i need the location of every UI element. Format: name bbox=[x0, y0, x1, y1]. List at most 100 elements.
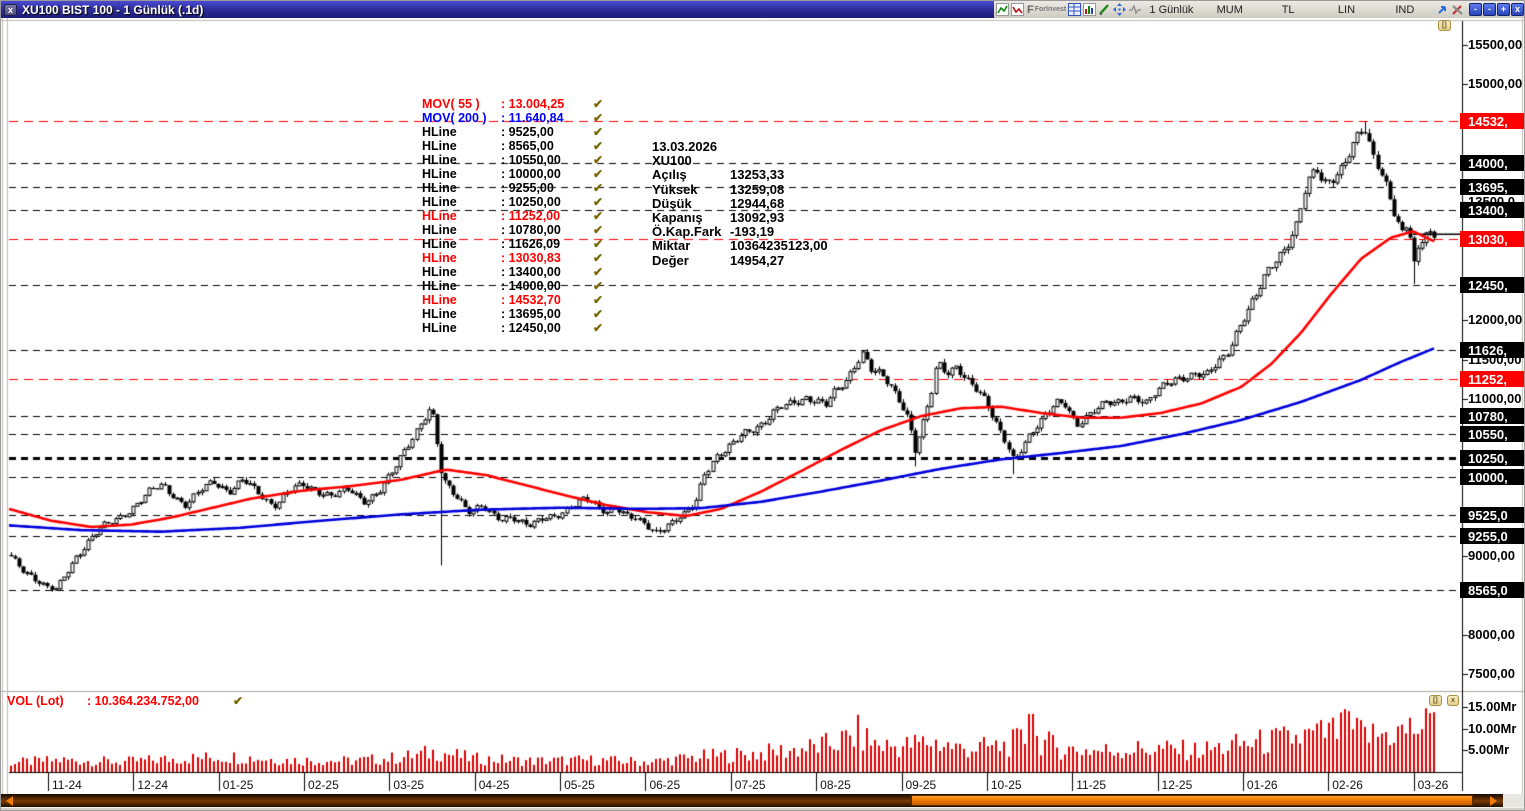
chart-green-icon[interactable] bbox=[996, 3, 1009, 16]
legend-check-icon[interactable]: ✔ bbox=[593, 181, 604, 195]
price-axis-highlight-label: 10000, bbox=[1460, 469, 1524, 486]
legend-check-icon[interactable]: ✔ bbox=[593, 195, 604, 209]
legend-check-icon[interactable]: ✔ bbox=[593, 237, 604, 251]
price-axis-highlight-label: 13695, bbox=[1460, 178, 1524, 195]
legend-row[interactable]: MOV( 200 ): 11.640,84 ✔ bbox=[422, 111, 603, 125]
chart-type-dropdown[interactable]: MUM bbox=[1216, 3, 1243, 16]
volume-axis-tick-label: 5.00Mr bbox=[1468, 742, 1510, 758]
price-axis-highlight-label: 9255,0 bbox=[1460, 528, 1524, 544]
info-row-label: Açılış bbox=[652, 167, 687, 183]
legend-row-label: HLine bbox=[422, 265, 457, 279]
legend-check-icon[interactable]: ✔ bbox=[593, 153, 604, 167]
price-chart-canvas[interactable] bbox=[1, 18, 1524, 794]
currency-dropdown[interactable]: TL bbox=[1281, 3, 1295, 16]
volume-legend-label: VOL (Lot) bbox=[7, 694, 64, 708]
legend-row[interactable]: HLine: 14000,00 ✔ bbox=[422, 279, 603, 293]
volume-pane-maximize-button[interactable]: [] bbox=[1429, 695, 1442, 706]
price-axis-tick-label: 15500,00 bbox=[1468, 37, 1523, 52]
date-tick-label: 06-25 bbox=[649, 778, 681, 792]
legend-check-icon[interactable]: ✔ bbox=[593, 125, 604, 139]
minimize-button[interactable]: - bbox=[1468, 3, 1482, 16]
price-axis-tick-label: 12000,00 bbox=[1468, 312, 1523, 328]
pencil-icon[interactable] bbox=[1098, 3, 1111, 16]
legend-check-icon[interactable]: ✔ bbox=[593, 111, 604, 125]
scrollbar-thumb[interactable] bbox=[911, 795, 1473, 806]
legend-row[interactable]: HLine: 13400,00 ✔ bbox=[422, 265, 603, 279]
legend-row[interactable]: HLine: 12450,00 ✔ bbox=[422, 321, 603, 335]
legend-check-icon[interactable]: ✔ bbox=[593, 251, 604, 265]
legend-row-value: : 11252,00 bbox=[501, 209, 561, 223]
date-tick-label: 03-26 bbox=[1417, 778, 1449, 792]
move-icon[interactable] bbox=[1113, 3, 1127, 16]
legend-row[interactable]: HLine: 13695,00 ✔ bbox=[422, 307, 603, 321]
window-buttons: - - + x bbox=[1468, 3, 1524, 16]
price-axis-highlight-label: 14532, bbox=[1460, 113, 1524, 130]
price-axis-highlight-label: 11252, bbox=[1460, 370, 1524, 387]
legend-row-label: MOV( 200 ) bbox=[422, 111, 487, 125]
volume-legend[interactable]: VOL (Lot) : 10.364.234.752,00 ✔ bbox=[7, 694, 243, 708]
legend-row[interactable]: HLine : 14532,70 ✔ bbox=[422, 293, 603, 307]
legend-row[interactable]: HLine: 11252,00 ✔ bbox=[422, 209, 603, 223]
legend-row[interactable]: HLine : 9255,00 ✔ bbox=[422, 181, 603, 195]
volume-check-icon[interactable]: ✔ bbox=[233, 694, 244, 708]
link-arrow-icon[interactable] bbox=[1436, 3, 1449, 16]
legend-row[interactable]: HLine: 11626,09 ✔ bbox=[422, 237, 603, 251]
legend-row-value: : 9255,00 bbox=[501, 181, 554, 195]
price-axis-highlight-label: 11626, bbox=[1460, 341, 1524, 358]
maximize-button[interactable]: + bbox=[1496, 3, 1510, 16]
legend-check-icon[interactable]: ✔ bbox=[593, 321, 604, 335]
scroll-right-button[interactable] bbox=[1487, 795, 1500, 806]
legend-check-icon[interactable]: ✔ bbox=[593, 167, 604, 181]
legend-row[interactable]: HLine: 10780,00 ✔ bbox=[422, 223, 603, 237]
forinvest-logo-mark: F bbox=[1027, 3, 1034, 16]
legend-row[interactable]: HLine: 8565,00 ✔ bbox=[422, 139, 603, 153]
grid-icon[interactable] bbox=[1068, 3, 1082, 16]
info-row-value: 12944,68 bbox=[730, 195, 785, 211]
legend-check-icon[interactable]: ✔ bbox=[593, 279, 604, 293]
legend-row[interactable]: HLine: 10550,00 ✔ bbox=[422, 153, 603, 167]
panel-close-button[interactable]: x bbox=[4, 3, 17, 16]
legend-row[interactable]: MOV( 55 ): 13.004,25 ✔ bbox=[422, 97, 603, 111]
pulse-icon[interactable] bbox=[1128, 3, 1142, 16]
titlebar: x XU100 BIST 100 - 1 Günlük (.1d) bbox=[1, 1, 994, 18]
legend-check-icon[interactable]: ✔ bbox=[593, 293, 604, 307]
legend-row-label: HLine bbox=[422, 307, 457, 321]
info-row-label: Kapanış bbox=[652, 210, 703, 226]
forinvest-logo[interactable]: F ForInvest bbox=[1027, 4, 1066, 16]
price-pane-maximize-button[interactable]: [] bbox=[1438, 20, 1451, 31]
legend-row-label: HLine bbox=[422, 195, 457, 209]
info-row-value: -193,19 bbox=[730, 224, 775, 240]
legend-row[interactable]: HLine: 13030,83 ✔ bbox=[422, 251, 603, 265]
legend-row-label: HLine bbox=[422, 293, 457, 307]
scale-dropdown[interactable]: LIN bbox=[1337, 3, 1356, 16]
info-row-value: 13259,08 bbox=[730, 181, 785, 197]
legend-check-icon[interactable]: ✔ bbox=[593, 97, 604, 111]
chart-red-icon[interactable] bbox=[1011, 3, 1024, 16]
legend-check-icon[interactable]: ✔ bbox=[593, 223, 604, 237]
volume-pane-close-button[interactable]: x bbox=[1447, 695, 1459, 706]
horizontal-scrollbar[interactable] bbox=[1, 794, 1503, 807]
legend-check-icon[interactable]: ✔ bbox=[593, 307, 604, 321]
period-dropdown[interactable]: 1 Günlük bbox=[1149, 3, 1194, 16]
legend-row[interactable]: HLine: 10000,00 ✔ bbox=[422, 167, 603, 181]
tools-icon[interactable] bbox=[1451, 3, 1464, 16]
legend-row-value: : 9525,00 bbox=[501, 125, 554, 139]
legend-row-label: HLine bbox=[422, 321, 457, 335]
volume-axis-tick-label: 15.00Mr bbox=[1468, 699, 1517, 714]
legend-row-label: HLine bbox=[422, 181, 457, 195]
info-row: Yüksek 13259,08 bbox=[652, 181, 828, 197]
indicator-dropdown[interactable]: IND bbox=[1395, 3, 1415, 16]
legend-row[interactable]: HLine: 10250,00 ✔ bbox=[422, 195, 603, 209]
date-tick-label: 08-25 bbox=[820, 778, 851, 792]
scroll-left-button[interactable] bbox=[3, 795, 16, 806]
multi-chart-icon[interactable] bbox=[1083, 3, 1097, 16]
legend-row-value: : 14532,70 bbox=[501, 293, 561, 307]
legend-row-label: HLine bbox=[422, 279, 457, 293]
legend-check-icon[interactable]: ✔ bbox=[593, 209, 604, 223]
legend-check-icon[interactable]: ✔ bbox=[593, 139, 604, 153]
date-tick-label: 02-25 bbox=[308, 778, 339, 792]
restore-button[interactable]: - bbox=[1482, 3, 1496, 16]
legend-check-icon[interactable]: ✔ bbox=[593, 265, 604, 279]
close-button[interactable]: x bbox=[1510, 3, 1524, 16]
legend-row[interactable]: HLine: 9525,00 ✔ bbox=[422, 125, 603, 139]
